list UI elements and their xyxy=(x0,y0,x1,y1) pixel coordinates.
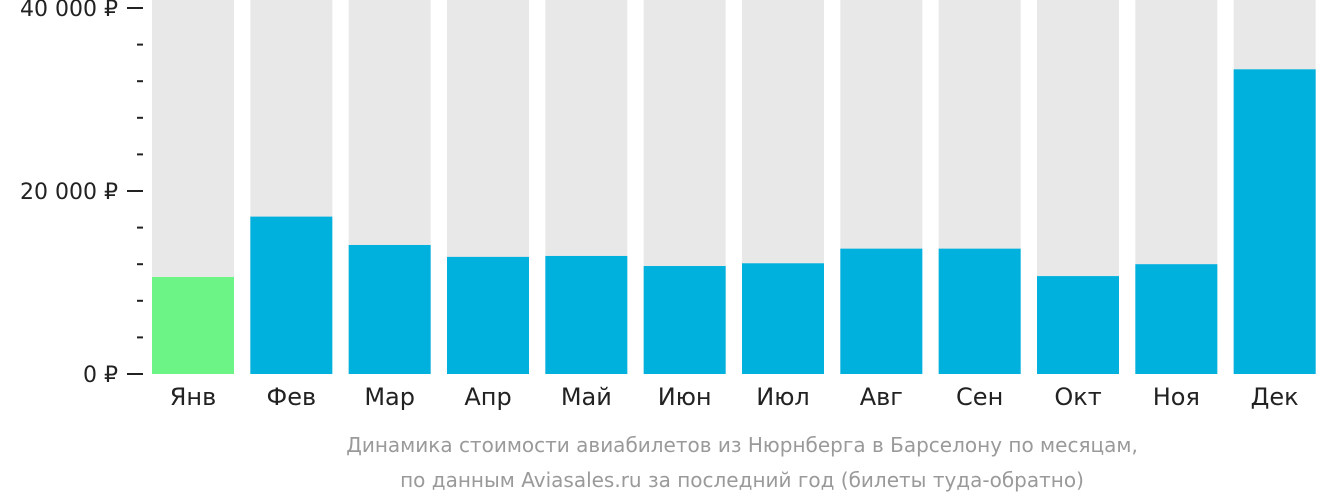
x-tick-label: Май xyxy=(561,383,612,411)
bar-4 xyxy=(447,256,529,374)
bar-10 xyxy=(1037,276,1119,374)
y-axis: 0 ₽ 20 000 ₽ 40 000 ₽ xyxy=(20,0,143,388)
bar-5 xyxy=(545,255,628,374)
y-tick-label: 0 ₽ xyxy=(83,363,118,388)
x-tick-label: Авг xyxy=(860,383,903,411)
x-tick-label: Ноя xyxy=(1153,383,1200,411)
x-tick-label: Апр xyxy=(464,383,511,411)
y-tick-label: 40 000 ₽ xyxy=(20,0,118,22)
x-tick-label: Июн xyxy=(658,383,712,411)
bar-3 xyxy=(348,244,431,374)
x-axis: Янв Фев Мар Апр Май Июн Июл Авг Сен Окт Ноя Дек xyxy=(170,383,1299,411)
chart-caption-line-2: по данным Aviasales.ru за последний год … xyxy=(400,468,1084,492)
bar-8 xyxy=(840,248,923,374)
x-tick-label: Дек xyxy=(1251,383,1299,411)
bars xyxy=(152,69,1316,375)
bar-1 xyxy=(152,277,234,374)
bar-2 xyxy=(250,216,333,374)
x-tick-label: Мар xyxy=(364,383,415,411)
chart-caption-line-1: Динамика стоимости авиабилетов из Нюрнбе… xyxy=(346,433,1138,457)
x-tick-label: Июл xyxy=(756,383,810,411)
y-tick-label: 20 000 ₽ xyxy=(20,180,118,205)
bar-11 xyxy=(1135,264,1218,374)
bar-6 xyxy=(643,266,726,374)
x-tick-label: Окт xyxy=(1054,383,1101,411)
x-tick-label: Фев xyxy=(267,383,317,411)
bar-7 xyxy=(742,263,824,374)
bar-12 xyxy=(1233,69,1316,375)
bar-9 xyxy=(938,248,1021,374)
x-tick-label: Сен xyxy=(956,383,1003,411)
x-tick-label: Янв xyxy=(170,383,217,411)
price-bar-chart: 0 ₽ 20 000 ₽ 40 000 ₽ Янв Фев Мар Апр Май Июн Ию… xyxy=(20,0,1316,411)
